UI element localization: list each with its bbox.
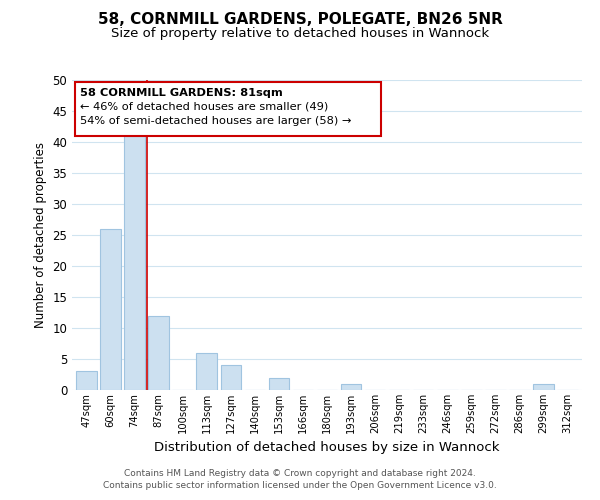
Bar	[269, 378, 289, 390]
Text: 58, CORNMILL GARDENS, POLEGATE, BN26 5NR: 58, CORNMILL GARDENS, POLEGATE, BN26 5NR	[98, 12, 502, 28]
Text: Size of property relative to detached houses in Wannock: Size of property relative to detached ho…	[111, 28, 489, 40]
Bar	[196, 353, 217, 390]
Bar	[341, 384, 361, 390]
Text: 58 CORNMILL GARDENS: 81sqm: 58 CORNMILL GARDENS: 81sqm	[80, 88, 283, 98]
Bar	[124, 136, 145, 390]
FancyBboxPatch shape	[74, 82, 380, 136]
Text: Contains HM Land Registry data © Crown copyright and database right 2024.: Contains HM Land Registry data © Crown c…	[124, 468, 476, 477]
Bar	[148, 316, 169, 390]
X-axis label: Distribution of detached houses by size in Wannock: Distribution of detached houses by size …	[154, 442, 500, 454]
Bar	[533, 384, 554, 390]
Bar	[76, 372, 97, 390]
Bar	[221, 365, 241, 390]
Text: ← 46% of detached houses are smaller (49)
54% of semi-detached houses are larger: ← 46% of detached houses are smaller (49…	[80, 88, 351, 126]
Text: Contains public sector information licensed under the Open Government Licence v3: Contains public sector information licen…	[103, 481, 497, 490]
Y-axis label: Number of detached properties: Number of detached properties	[34, 142, 47, 328]
Bar	[100, 229, 121, 390]
